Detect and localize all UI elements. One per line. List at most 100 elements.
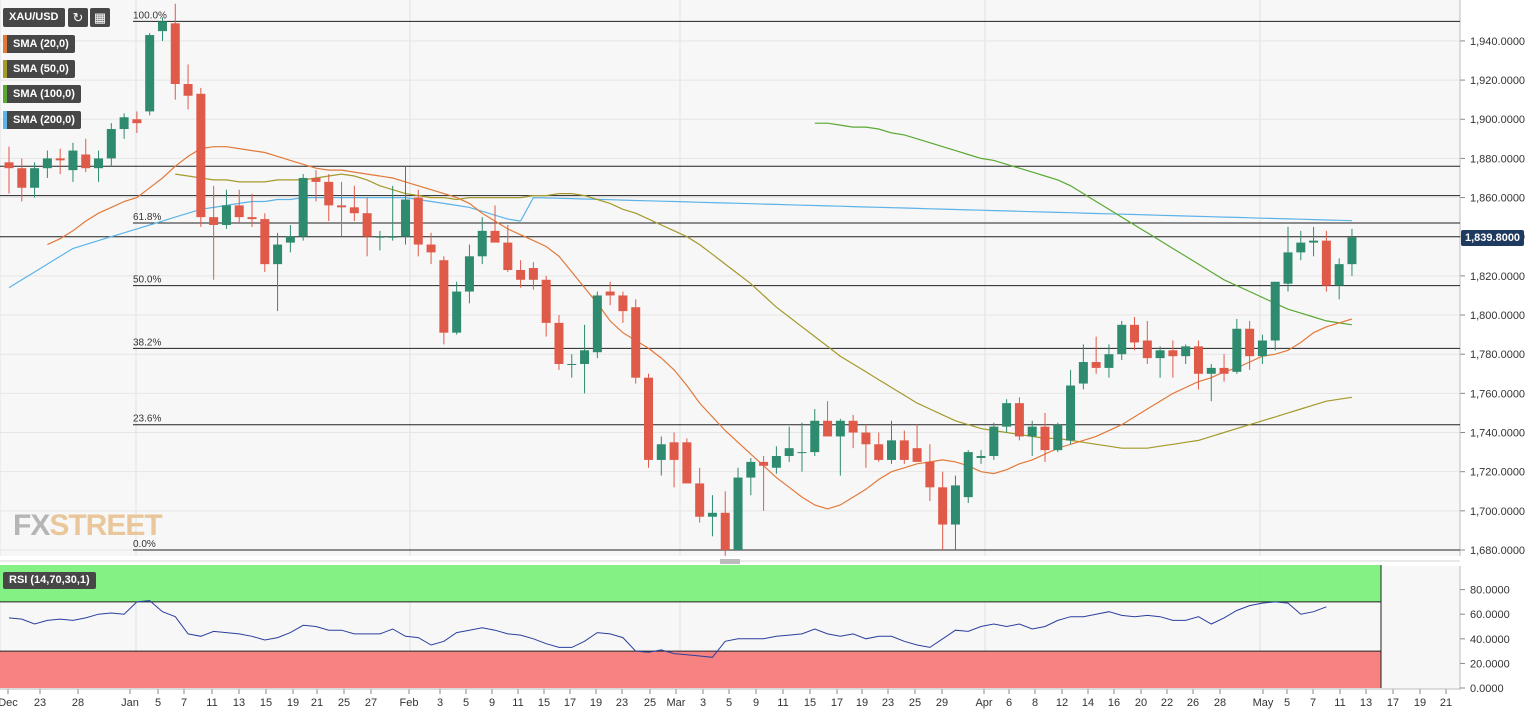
- candle-body: [592, 295, 602, 353]
- candle-body: [618, 295, 628, 312]
- candle: [1232, 318, 1242, 374]
- sma-100-legend[interactable]: SMA (100,0): [3, 85, 81, 103]
- candle: [1014, 397, 1024, 441]
- x-tick-label: 17: [564, 697, 576, 709]
- fib-level-label: 38.2%: [133, 337, 161, 348]
- candle: [925, 444, 935, 502]
- x-tick-label: 23: [616, 697, 628, 709]
- candle-body: [682, 442, 692, 484]
- candle: [1181, 344, 1191, 364]
- calendar-icon[interactable]: ▦: [90, 8, 110, 27]
- candle: [68, 142, 78, 182]
- y-tick-label: 1,860.0000: [1470, 193, 1525, 205]
- candle: [1117, 320, 1127, 361]
- candle-body: [938, 487, 948, 525]
- candle: [887, 420, 897, 464]
- candle-body: [183, 83, 193, 96]
- x-tick-label: 7: [181, 697, 187, 709]
- candle: [835, 418, 845, 476]
- symbol-label[interactable]: XAU/USD: [3, 8, 65, 27]
- candle-body: [1104, 354, 1114, 368]
- x-tick-label: 20: [1135, 697, 1147, 709]
- candle-body: [1296, 242, 1306, 253]
- candle: [1168, 340, 1178, 378]
- x-tick-label: 9: [753, 697, 759, 709]
- candle: [81, 138, 91, 173]
- candle-body: [720, 512, 730, 550]
- y-tick-label: 1,740.0000: [1470, 428, 1525, 440]
- rsi-overbought-zone: [0, 565, 1381, 602]
- x-tick-label: 29: [936, 697, 948, 709]
- candle: [273, 232, 283, 312]
- sma-50-legend[interactable]: SMA (50,0): [3, 60, 75, 78]
- candle: [1155, 346, 1165, 378]
- candle: [1130, 316, 1140, 351]
- candle: [950, 475, 960, 550]
- sma-200-line-tail: [520, 196, 1352, 222]
- sma-200-legend[interactable]: SMA (200,0): [3, 111, 81, 129]
- y-tick-label: 1,940.0000: [1470, 36, 1525, 48]
- candle: [1053, 422, 1063, 453]
- candle: [848, 414, 858, 449]
- rsi-y-tick-label: 20.0000: [1470, 658, 1510, 670]
- candle-body: [285, 236, 295, 243]
- x-tick-label: 16: [1108, 697, 1120, 709]
- candle: [874, 432, 884, 462]
- candle-body: [887, 440, 897, 460]
- candle-body: [528, 268, 538, 280]
- candle-body: [669, 442, 679, 460]
- candle-body: [375, 236, 385, 238]
- candle-body: [1130, 324, 1140, 343]
- candle: [94, 150, 104, 182]
- x-tick-label: 28: [72, 697, 84, 709]
- rsi-legend[interactable]: RSI (14,70,30,1): [3, 572, 96, 589]
- candle-body: [311, 177, 321, 182]
- refresh-icon[interactable]: ↻: [68, 8, 88, 27]
- candle: [695, 467, 705, 523]
- candle-body: [490, 230, 500, 243]
- candle: [899, 430, 909, 464]
- candle-body: [157, 21, 167, 32]
- sma-20-legend[interactable]: SMA (20,0): [3, 35, 75, 53]
- candle: [1091, 336, 1101, 374]
- x-tick-label: 21: [1440, 697, 1452, 709]
- candle-body: [1040, 426, 1050, 451]
- candle: [1027, 420, 1037, 457]
- candle: [1193, 340, 1203, 390]
- rsi-y-tick-label: 60.0000: [1470, 609, 1510, 621]
- candle: [221, 189, 231, 229]
- candle: [1040, 412, 1050, 462]
- candle: [400, 166, 410, 245]
- sma-20-line: [47, 146, 1353, 510]
- candle: [938, 471, 948, 550]
- candle: [106, 123, 116, 167]
- candle-body: [912, 448, 922, 462]
- candle: [324, 174, 334, 222]
- candle-body: [541, 279, 551, 323]
- y-tick-label: 1,880.0000: [1470, 153, 1525, 165]
- candle-body: [874, 444, 884, 460]
- x-tick-label: Apr: [975, 697, 992, 709]
- candle: [477, 217, 487, 265]
- x-tick-label: 5: [155, 697, 161, 709]
- candle: [17, 158, 27, 202]
- y-tick-label: 1,720.0000: [1470, 467, 1525, 479]
- fib-level-label: 0.0%: [133, 539, 156, 550]
- candle-body: [106, 129, 116, 159]
- candle: [426, 232, 436, 265]
- candle-body: [439, 260, 449, 333]
- candle: [170, 3, 180, 100]
- candle: [260, 213, 270, 272]
- candle: [132, 111, 142, 133]
- candle: [1078, 344, 1088, 390]
- candle: [490, 205, 500, 243]
- x-tick-label: 23: [34, 697, 46, 709]
- x-tick-label: 17: [1387, 697, 1399, 709]
- x-tick-label: 13: [233, 697, 245, 709]
- candle-body: [503, 242, 513, 271]
- candle-body: [1181, 346, 1191, 357]
- candle: [746, 457, 756, 496]
- candle-body: [1066, 385, 1076, 441]
- candle-body: [771, 456, 781, 468]
